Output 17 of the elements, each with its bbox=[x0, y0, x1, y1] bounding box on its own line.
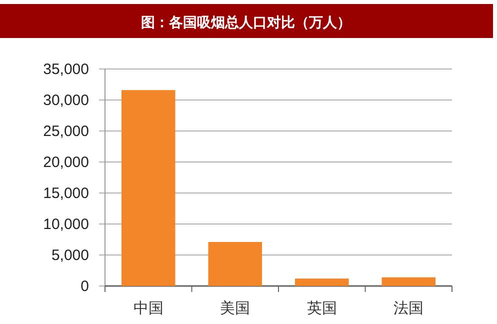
y-tick-label: 30,000 bbox=[43, 92, 89, 109]
y-tick-label: 20,000 bbox=[43, 154, 89, 171]
y-tick-label: 5,000 bbox=[51, 247, 89, 264]
bar bbox=[294, 278, 349, 286]
y-tick-label: 25,000 bbox=[43, 123, 89, 140]
bar bbox=[208, 242, 262, 286]
x-tick-label: 法国 bbox=[394, 300, 424, 317]
y-tick-label: 15,000 bbox=[43, 185, 89, 202]
y-tick-label: 0 bbox=[80, 278, 89, 295]
chart-title: 图：各国吸烟总人口对比（万人） bbox=[141, 14, 351, 30]
y-tick-label: 10,000 bbox=[43, 216, 89, 233]
bar bbox=[382, 277, 436, 286]
bar bbox=[121, 90, 176, 286]
y-tick-label: 35,000 bbox=[43, 61, 89, 78]
x-tick-label: 美国 bbox=[220, 300, 250, 317]
x-tick-label: 英国 bbox=[306, 300, 337, 317]
x-tick-label: 中国 bbox=[133, 300, 164, 317]
